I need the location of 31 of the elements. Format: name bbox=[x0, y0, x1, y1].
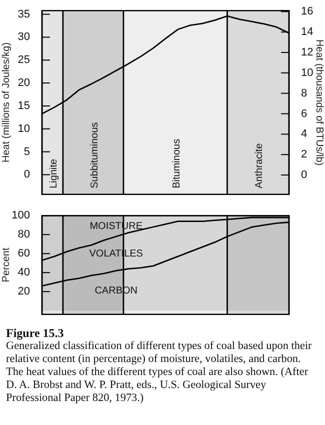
annotation: Lignite bbox=[48, 158, 60, 188]
y-tick-label: 35 bbox=[18, 8, 30, 20]
y-tick-label: 20 bbox=[18, 286, 30, 298]
y2-tick-label: 4 bbox=[301, 128, 308, 140]
y-tick-label: 10 bbox=[18, 122, 30, 135]
y-tick-label: 25 bbox=[18, 54, 30, 66]
y-tick-label: 20 bbox=[18, 77, 30, 90]
annotation: Bituminous bbox=[171, 138, 182, 188]
text: Generalized classification of different types of coal based upon their relative content (in percentage) of moisture, volatiles, and carbon. The heat values of the different types of coal are also shown. (After D. A. Brobst and W. P. Pratt, eds., U.S. Geological Survey Professional Paper 820, 1973.) bbox=[6, 340, 312, 404]
y-tick-label: 80 bbox=[18, 228, 30, 241]
y2-tick-label: 14 bbox=[301, 26, 314, 38]
y2-tick-label: 12 bbox=[301, 46, 314, 58]
y-tick-label: 0 bbox=[24, 168, 30, 181]
y-tick-label: 30 bbox=[18, 31, 30, 44]
y-tick-label: 40 bbox=[18, 266, 30, 279]
y2-tick-label: 16 bbox=[301, 6, 314, 18]
text: Figure 15.3 bbox=[6, 326, 65, 340]
y2-tick-label: 10 bbox=[301, 66, 314, 79]
y-tick-label: 15 bbox=[18, 100, 30, 112]
y-tick-label: 60 bbox=[18, 248, 30, 260]
y2-tick-label: 2 bbox=[301, 148, 308, 161]
y-tick-label: 5 bbox=[24, 146, 30, 158]
y2-tick-label: 0 bbox=[301, 169, 308, 182]
y-axis-title: Percent bbox=[0, 248, 12, 282]
y2-tick-label: 8 bbox=[301, 87, 308, 100]
y2-axis-title: Heat (thousands of BTUs/lb) bbox=[313, 39, 324, 166]
y-tick-label: 100 bbox=[12, 210, 30, 222]
annotation: Subbituminous bbox=[89, 122, 100, 188]
annotation: Anthracite bbox=[254, 142, 266, 188]
y2-tick-label: 6 bbox=[301, 108, 308, 120]
y-axis-title: Heat (millions of Joules/kg) bbox=[0, 42, 12, 163]
